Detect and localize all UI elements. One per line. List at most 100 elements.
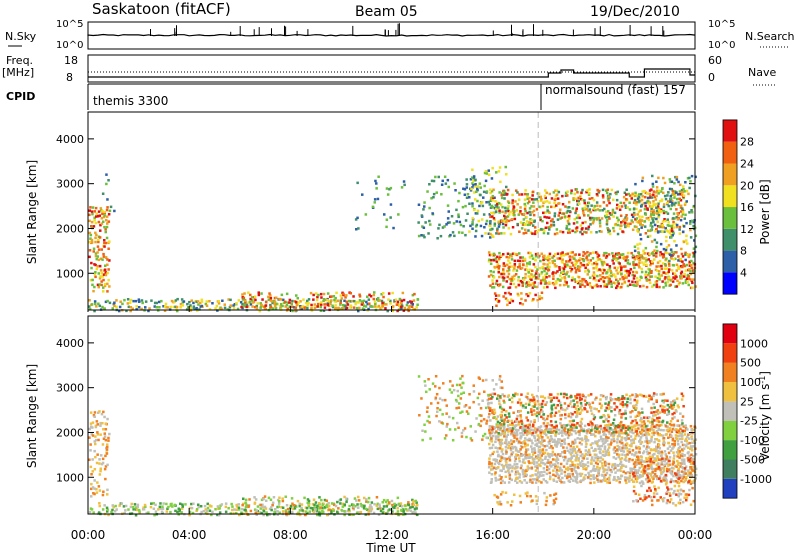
scatter-cell xyxy=(572,468,576,471)
scatter-cell xyxy=(127,305,131,309)
scatter-cell xyxy=(513,263,517,266)
scatter-cell xyxy=(233,508,236,511)
scatter-cell xyxy=(653,211,656,215)
scatter-cell xyxy=(636,283,639,286)
scatter-cell xyxy=(127,508,130,511)
scatter-cell xyxy=(553,259,556,262)
scatter-cell xyxy=(523,440,526,443)
scatter-cell xyxy=(97,302,100,305)
scatter-cell xyxy=(674,191,678,194)
scatter-cell xyxy=(599,225,602,228)
scatter-cell xyxy=(354,218,358,221)
scatter-cell xyxy=(88,299,91,302)
scatter-cell xyxy=(444,182,448,185)
scatter-cell xyxy=(549,225,553,228)
scatter-cell xyxy=(551,458,555,461)
scatter-cell xyxy=(581,227,584,230)
scatter-cell xyxy=(587,471,590,475)
scatter-cell xyxy=(584,203,588,207)
scatter-cell xyxy=(602,450,605,453)
scatter-cell xyxy=(357,309,360,313)
scatter-cell xyxy=(556,462,560,465)
scatter-cell xyxy=(499,406,502,409)
scatter-cell xyxy=(179,306,182,309)
scatter-cell xyxy=(638,266,641,269)
scatter-cell xyxy=(661,224,664,227)
scatter-cell xyxy=(382,295,385,299)
scatter-cell xyxy=(647,272,651,275)
scatter-cell xyxy=(673,239,676,243)
noise-trace xyxy=(87,23,696,37)
scatter-cell xyxy=(166,507,169,510)
scatter-cell xyxy=(607,436,610,440)
scatter-cell xyxy=(249,293,252,297)
scatter-cell xyxy=(574,459,577,462)
scatter-cell xyxy=(400,505,404,508)
scatter-cell xyxy=(107,439,110,442)
scatter-cell xyxy=(573,266,577,270)
scatter-cell xyxy=(495,205,499,208)
scatter-cell xyxy=(519,267,522,270)
scatter-cell xyxy=(483,432,487,436)
scatter-cell xyxy=(670,269,674,272)
scatter-cell xyxy=(349,292,352,295)
scatter-cell xyxy=(505,435,508,438)
scatter-cell xyxy=(157,508,160,511)
scatter-cell xyxy=(625,193,628,196)
scatter-cell xyxy=(338,307,342,311)
scatter-cell xyxy=(95,215,98,218)
scatter-cell xyxy=(612,254,615,258)
scatter-cell xyxy=(103,241,106,245)
scatter-cell xyxy=(515,463,519,466)
scatter-cell xyxy=(656,205,660,208)
scatter-cell xyxy=(550,223,553,227)
scatter-cell xyxy=(511,252,515,255)
scatter-cell xyxy=(306,306,309,310)
scatter-cell xyxy=(673,277,677,280)
scatter-cell xyxy=(540,402,544,406)
scatter-cell xyxy=(518,440,521,443)
scatter-cell xyxy=(616,257,620,260)
scatter-cell xyxy=(598,219,602,222)
scatter-cell xyxy=(540,415,543,419)
scatter-cell xyxy=(343,509,346,513)
scatter-cell xyxy=(90,220,94,224)
scatter-cell xyxy=(593,284,596,288)
scatter-cell xyxy=(644,232,648,235)
scatter-cell xyxy=(628,201,631,204)
scatter-cell xyxy=(589,477,592,481)
scatter-cell xyxy=(529,425,532,429)
scatter-cell xyxy=(490,478,493,481)
scatter-cell xyxy=(679,427,682,430)
scatter-cell xyxy=(309,506,312,510)
scatter-cell xyxy=(510,445,514,448)
scatter-cell xyxy=(188,510,192,514)
scatter-cell xyxy=(614,282,617,285)
scatter-cell xyxy=(357,511,360,514)
scatter-cell xyxy=(640,198,644,202)
scatter-cell xyxy=(106,271,109,275)
scatter-cell xyxy=(606,188,609,191)
scatter-cell xyxy=(243,300,247,303)
scatter-cell xyxy=(501,393,504,396)
scatter-cell xyxy=(674,434,678,437)
scatter-cell xyxy=(617,282,620,285)
scatter-cell xyxy=(663,230,666,233)
scatter-cell xyxy=(654,280,657,284)
scatter-cell xyxy=(513,259,517,263)
freq-line xyxy=(88,68,695,78)
scatter-cell xyxy=(636,243,639,246)
scatter-cell xyxy=(479,407,483,410)
scatter-cell xyxy=(224,505,228,509)
scatter-cell xyxy=(648,451,651,455)
scatter-cell xyxy=(528,437,531,441)
scatter-cell xyxy=(691,431,694,435)
scatter-cell xyxy=(352,505,355,508)
scatter-cell xyxy=(528,223,531,226)
scatter-cell xyxy=(523,431,527,434)
scatter-cell xyxy=(390,499,394,503)
power-colorbar-tick: 4 xyxy=(740,266,747,279)
scatter-cell xyxy=(524,228,527,232)
scatter-cell xyxy=(649,260,652,263)
scatter-cell xyxy=(616,469,619,472)
